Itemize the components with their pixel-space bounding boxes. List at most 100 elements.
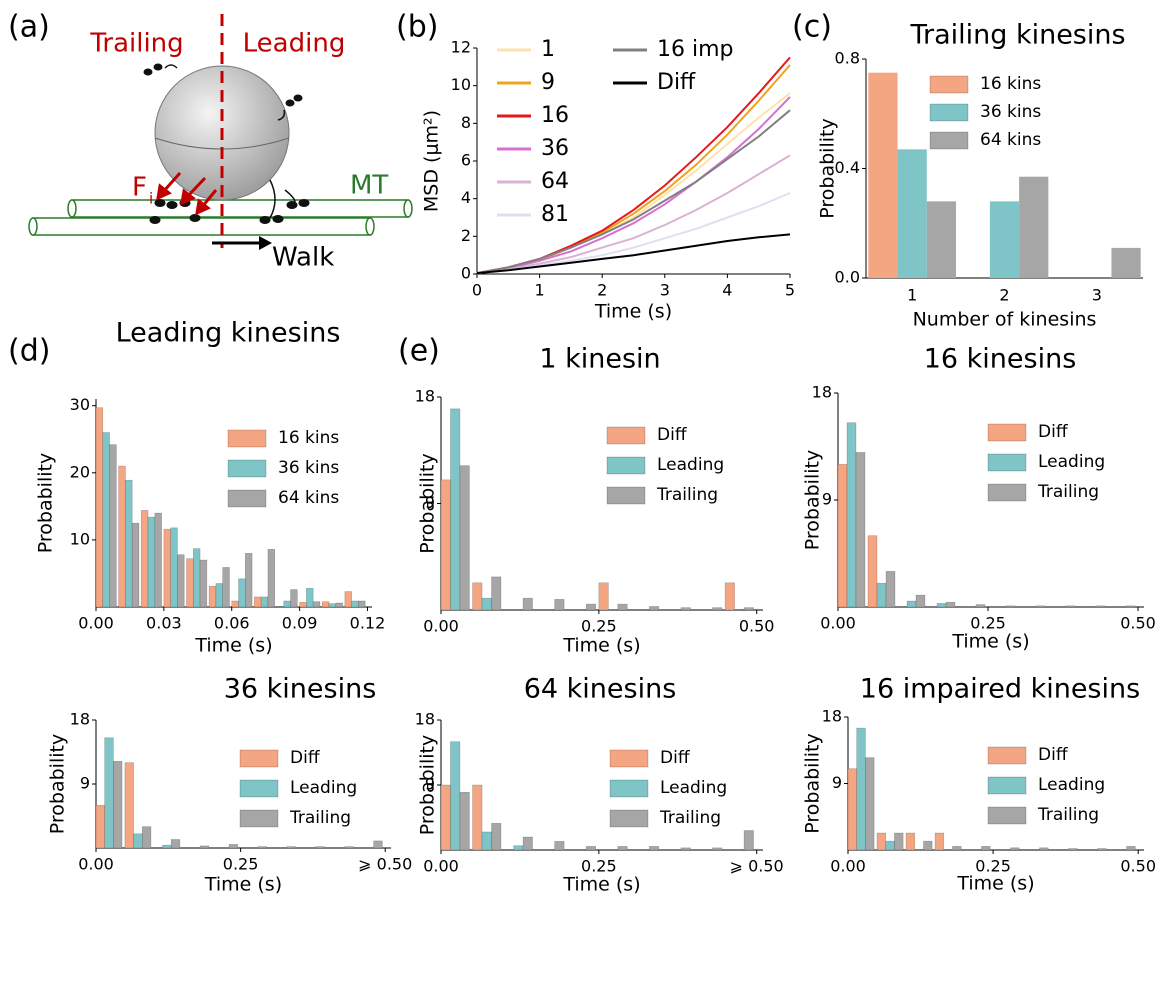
x-tick-label: ⩾ 0.50 [358,855,412,874]
x-tick-label: 0.25 [970,614,1006,633]
legend-label: 64 [541,169,569,194]
y-axis-label: Probability [817,118,839,218]
bar [125,479,133,608]
y-tick-label: 0.8 [835,49,860,68]
x-tick-label: 0.00 [78,614,114,633]
bar [154,512,162,608]
bar [104,737,114,849]
legend-swatch [929,103,969,122]
bar [351,600,359,608]
bar [885,840,895,851]
y-axis-label: Probability [417,735,439,835]
legend-swatch [227,459,267,478]
bar [712,607,723,611]
bar [936,603,947,608]
x-axis-label: Time (s) [194,635,272,657]
legend-swatch [227,429,267,448]
bar [680,607,691,611]
x-axis-label: Number of kinesins [913,309,1097,331]
legend-label: Diff [660,748,691,768]
x-tick-label: 0.12 [350,614,386,633]
bar [554,841,565,851]
y-tick-label: 30 [70,395,90,414]
x-tick-label: 0.25 [581,857,617,876]
legend-label: 36 kins [980,102,1041,122]
bar [254,596,262,608]
y-axis-label: Probability [802,733,824,833]
bar [923,840,933,851]
x-tick-label: 1 [535,281,545,300]
line [476,192,791,275]
x-tick-label: 0.25 [975,857,1011,876]
bar [975,604,986,608]
y-tick-label: 9 [80,774,90,793]
bar [286,846,296,849]
bar [328,603,337,608]
bar [177,554,185,608]
legend-label: 16 kins [278,428,339,448]
bar [315,846,325,849]
bar [617,846,628,851]
legend-label: Leading [657,455,724,475]
legend-label: Leading [1038,452,1105,472]
bar [585,603,596,611]
y-tick-label: 18 [822,707,842,726]
chart-title: 16 kinesins [924,344,1077,375]
y-axis-label: Probability [35,453,57,553]
bar [712,847,723,851]
bar [335,602,343,608]
x-tick-label: 0.50 [739,617,775,636]
bar [1095,605,1106,608]
x-tick-label: 0.25 [581,617,617,636]
bar [481,831,492,851]
bar [522,836,533,851]
chart-title: 36 kinesins [224,674,377,705]
walk-arrowhead [259,236,272,250]
y-tick-label: 20 [70,462,90,481]
legend-swatch [987,483,1027,502]
legend-label: Trailing [656,485,718,505]
y-tick-label: 9 [425,493,435,512]
bar [299,602,307,608]
bar [344,591,352,608]
bar [450,408,461,611]
x-tick-label: 0.00 [830,857,866,876]
legend-label: Diff [657,70,696,95]
bar [952,846,962,851]
bar [450,741,461,851]
y-tick-label: 9 [425,775,435,794]
legend-swatch [987,806,1027,825]
y-tick-label: 18 [415,710,435,729]
bar [743,607,754,611]
bar [867,535,878,608]
x-tick-label: 0.00 [78,855,114,874]
bar [192,548,201,608]
legend-swatch [929,131,969,150]
bar [876,582,887,608]
y-tick-label: 18 [812,383,832,402]
legend-swatch [239,749,279,768]
x-tick-label: 4 [722,281,732,300]
bar [481,597,492,611]
bar [680,847,691,851]
mt-label: MT [350,171,388,201]
bar [118,465,126,608]
bar [222,567,230,608]
x-tick-label: 0.00 [820,614,856,633]
x-axis-label: Time (s) [594,301,672,323]
bar [260,596,269,608]
legend-label: 64 kins [980,130,1041,150]
x-tick-label: 5 [785,281,795,300]
legend-swatch [609,779,649,798]
bar [1111,247,1141,278]
bar [989,201,1020,278]
legend-swatch [239,779,279,798]
bar [170,839,181,849]
force-subscript: i [149,190,153,208]
y-tick-label: 18 [415,387,435,406]
chart: 36 kinesins Time (s) Probability 9 18 0.00 0.2… [47,674,413,896]
bar [306,587,314,608]
legend-swatch [609,749,649,768]
legend-swatch [606,456,646,475]
legend-label: 16 kins [980,74,1041,94]
